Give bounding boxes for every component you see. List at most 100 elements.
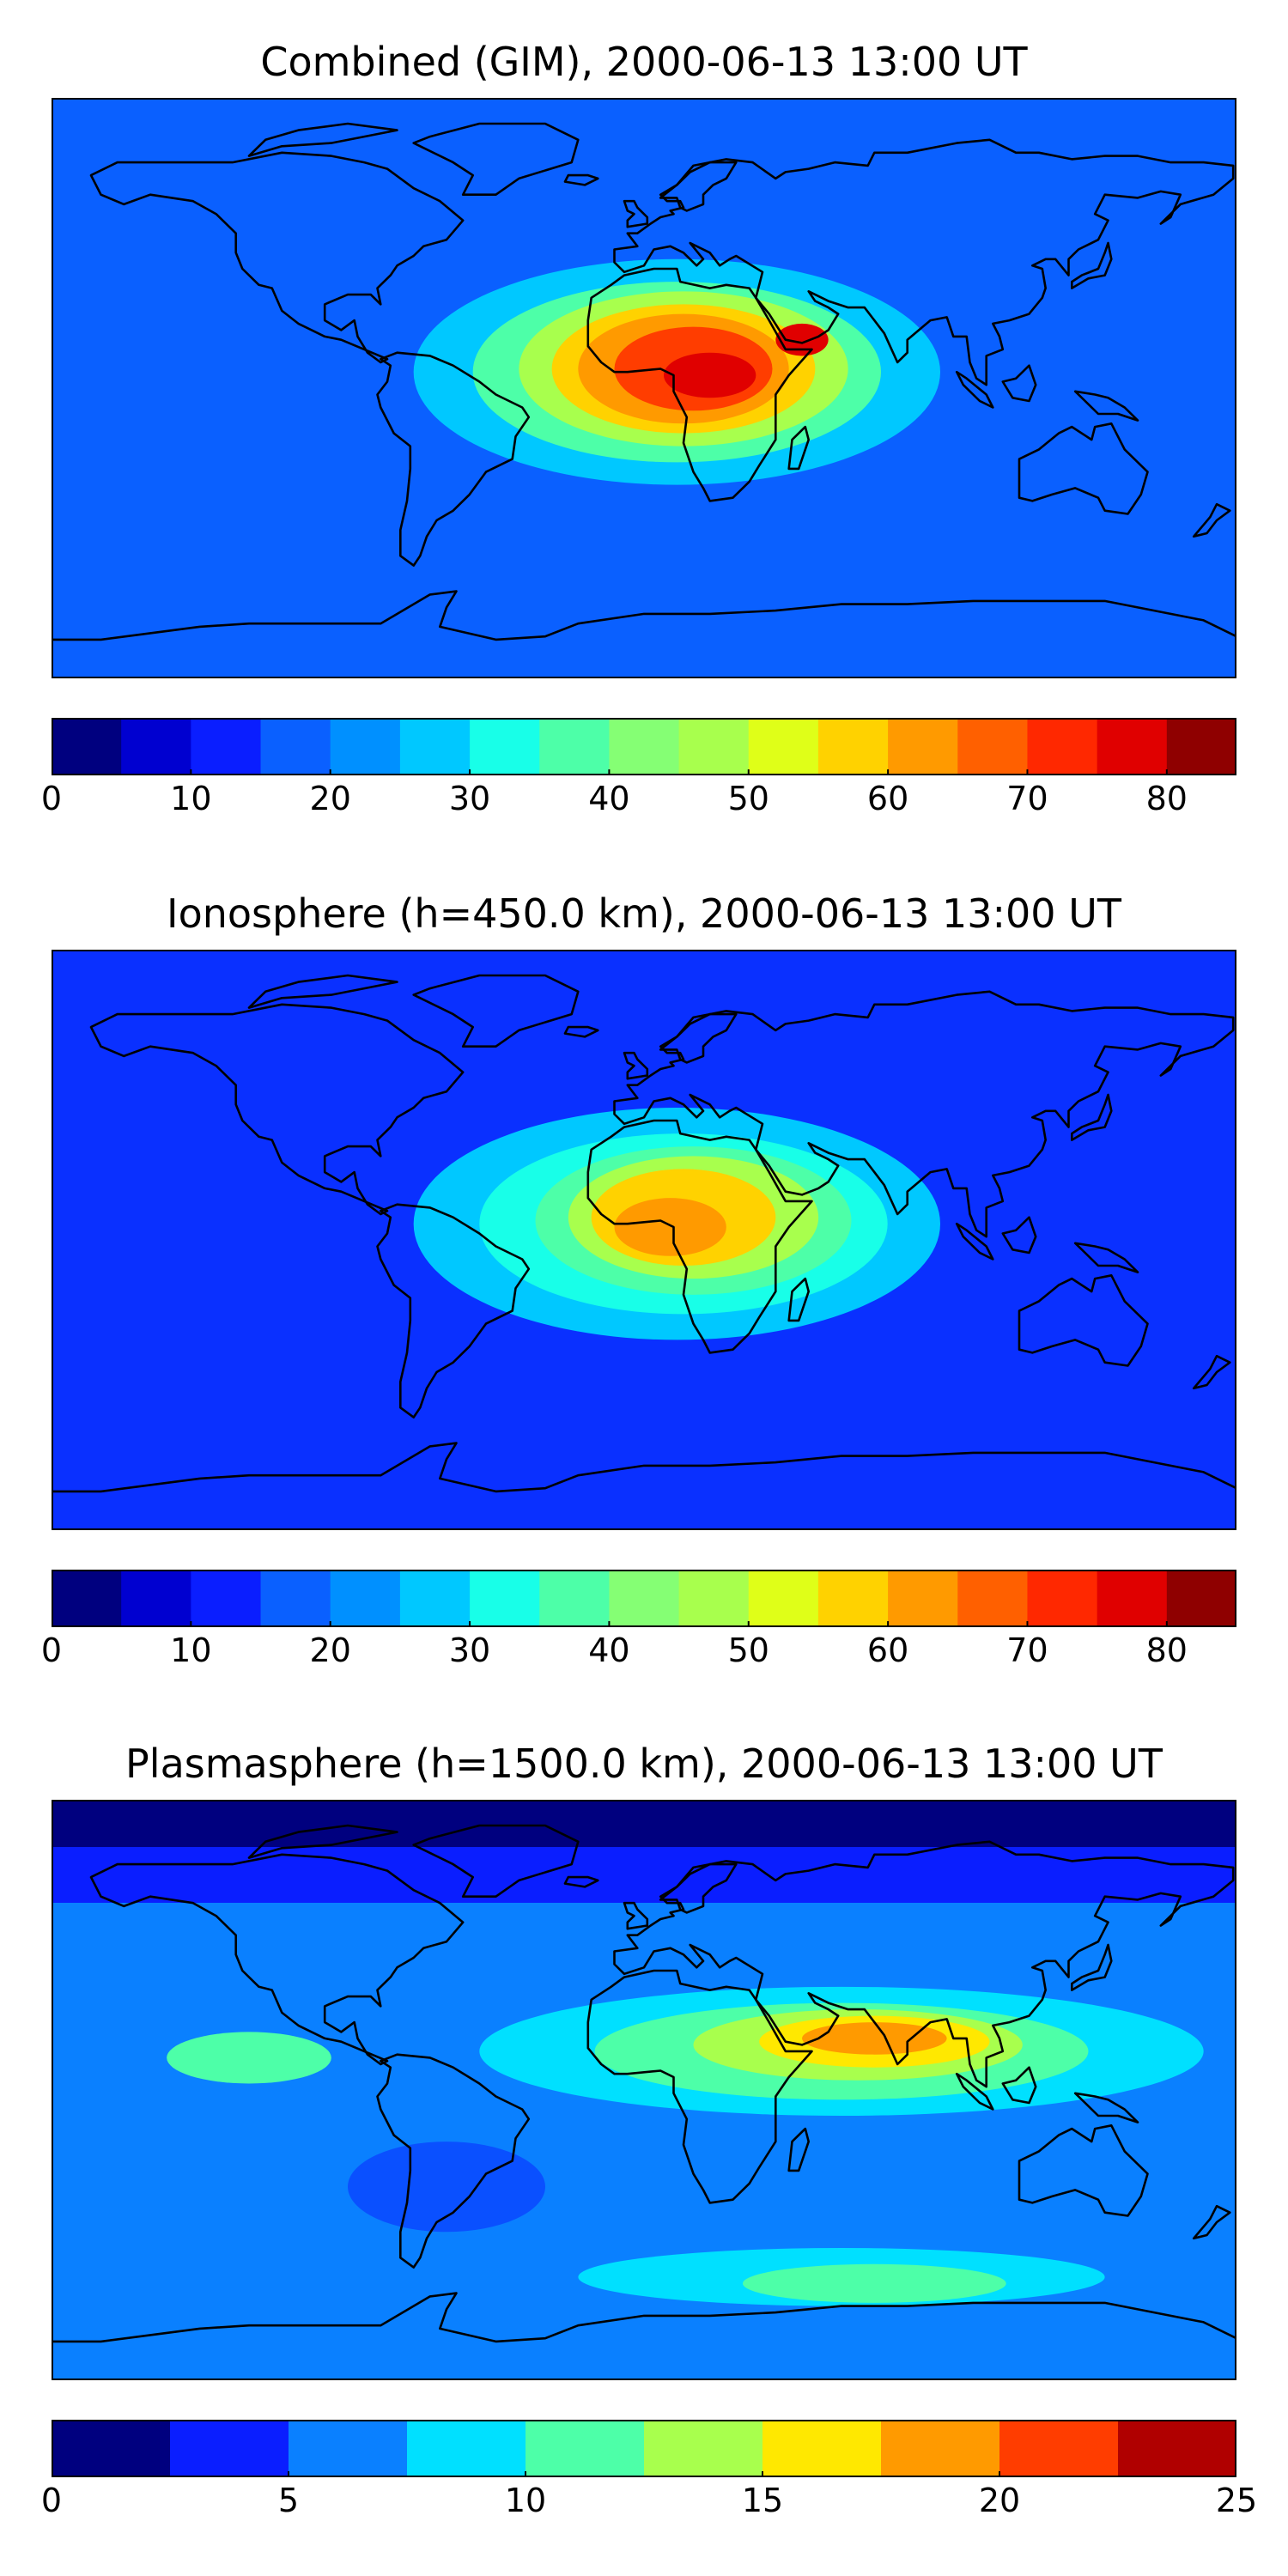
coastline-southAmerica: [376, 351, 531, 567]
colorbar-tick-label: 40: [588, 1631, 630, 1669]
coastline-newZealand: [1192, 502, 1231, 538]
colorbar-segment-9: [1118, 2420, 1236, 2477]
colorbar-segment-3: [407, 2420, 526, 2477]
colorbar-segment-1: [170, 2420, 289, 2477]
contour-region-5: [167, 2032, 331, 2084]
colorbar-tick-label: 5: [277, 2482, 300, 2519]
coastline-iceland: [563, 1025, 599, 1038]
colorbar-segment-7: [539, 718, 611, 775]
contour-region-7: [743, 2263, 1006, 2303]
coastline-eurasia: [613, 1840, 1235, 2088]
coastline-arcticIslands: [247, 974, 398, 1009]
colorbar-segment-0: [52, 2420, 171, 2477]
colorbar-tick-label: 30: [448, 780, 491, 817]
coastline-arcticIslands: [247, 1824, 398, 1859]
colorbar-segment-2: [191, 718, 262, 775]
coastline-japan: [1071, 1093, 1113, 1141]
colorbar-segment-7: [539, 1570, 611, 1627]
coastline-iceland: [563, 173, 599, 186]
colorbar-segment-1: [121, 718, 191, 775]
colorbar-segment-8: [999, 2420, 1119, 2477]
colorbar-ionosphere: [52, 1570, 1236, 1627]
map-ionosphere: [52, 950, 1236, 1530]
coastline-britain: [623, 199, 649, 228]
map-plasmasphere: [52, 1800, 1236, 2380]
coastline-scandLoop: [659, 161, 738, 212]
coastline-iceland: [563, 1875, 599, 1888]
coastline-australia: [1018, 1274, 1149, 1367]
coastline-newGuinea: [1073, 1242, 1139, 1273]
coastline-newGuinea: [1073, 2092, 1139, 2123]
colorbar-segment-13: [957, 718, 1029, 775]
coastline-southAmerica: [376, 1203, 531, 1419]
colorbar-segment-12: [888, 718, 958, 775]
coastline-northAmerica: [89, 1853, 465, 2066]
coastline-northAmerica: [89, 151, 465, 364]
coastline-newZealand: [1192, 2204, 1231, 2240]
coastline-antarctica: [52, 1442, 1236, 1511]
colorbar-tick-label: 70: [1006, 780, 1048, 817]
colorbar-segment-15: [1097, 1570, 1168, 1627]
coastlines: [52, 122, 1236, 659]
coastline-madagascar: [787, 1277, 810, 1322]
coastline-arcticIslands: [247, 122, 398, 157]
colorbar-frame: [52, 2420, 1236, 2477]
coastline-newZealand: [1192, 1354, 1231, 1390]
coastline-antarctica: [52, 590, 1236, 659]
contour-region-4: [802, 2022, 947, 2055]
colorbar-segment-4: [330, 718, 401, 775]
coastline-greenland: [412, 122, 580, 196]
colorbar-tick-label: 80: [1145, 780, 1188, 817]
coastline-africa: [586, 1119, 813, 1354]
colorbar-segment-14: [1027, 1570, 1098, 1627]
colorbar-tick-label: 10: [504, 2482, 547, 2519]
coastline-japan: [1071, 1943, 1113, 1991]
coastline-africa: [586, 1969, 813, 2204]
map-combined: [52, 98, 1236, 678]
colorbar-tick-label: 10: [170, 780, 212, 817]
colorbar-tick-label: 10: [170, 1631, 212, 1669]
coastlines: [52, 1824, 1236, 2361]
colorbar-tick-label: 70: [1006, 1631, 1048, 1669]
colorbar-tick-label: 15: [741, 2482, 784, 2519]
colorbar-segment-0: [52, 718, 122, 775]
colorbar-segment-16: [1166, 1570, 1236, 1627]
colorbar-segment-0: [52, 1570, 122, 1627]
colorbar-frame: [52, 1570, 1236, 1627]
colorbar-segment-15: [1097, 718, 1168, 775]
coastline-antarctica: [52, 2292, 1236, 2361]
colorbar-tick-label: 30: [448, 1631, 491, 1669]
coastline-sumatra: [955, 370, 994, 409]
coastline-borneo: [1001, 2066, 1037, 2105]
colorbar-tick-label: 0: [40, 2482, 63, 2519]
coastline-japan: [1071, 241, 1113, 289]
map-frame: [52, 950, 1236, 1530]
coastline-scandLoop: [659, 1012, 738, 1064]
panel-title-plasmasphere: Plasmasphere (h=1500.0 km), 2000-06-13 1…: [125, 1741, 1163, 1787]
contour-region-6: [664, 352, 756, 398]
colorbar-segment-4: [526, 2420, 645, 2477]
coastline-sumatra: [955, 2072, 994, 2111]
colorbar-tick-label: 20: [309, 780, 351, 817]
polar-band-north-inner: [52, 1800, 1236, 1847]
colorbar-segment-2: [191, 1570, 262, 1627]
colorbar-segment-8: [609, 1570, 680, 1627]
colorbar-segment-12: [888, 1570, 958, 1627]
contour-region-8: [348, 2142, 545, 2233]
colorbar-segment-8: [609, 718, 680, 775]
colorbar-tick-label: 0: [40, 780, 63, 817]
coastline-greenland: [412, 1824, 580, 1898]
colorbar-segment-2: [289, 2420, 408, 2477]
colorbar-segment-6: [762, 2420, 882, 2477]
contour-fill: [413, 258, 941, 485]
colorbar-plasmasphere: [52, 2420, 1236, 2477]
coastline-southAmerica: [376, 2053, 531, 2269]
coastline-britain: [623, 1051, 649, 1080]
colorbar-segment-7: [881, 2420, 1000, 2477]
colorbar-segment-10: [748, 1570, 819, 1627]
coastline-eurasia: [613, 990, 1235, 1238]
colorbar-tick-label: 80: [1145, 1631, 1188, 1669]
colorbar-segment-11: [817, 718, 889, 775]
coastline-australia: [1018, 422, 1149, 515]
coastlines: [52, 974, 1236, 1511]
